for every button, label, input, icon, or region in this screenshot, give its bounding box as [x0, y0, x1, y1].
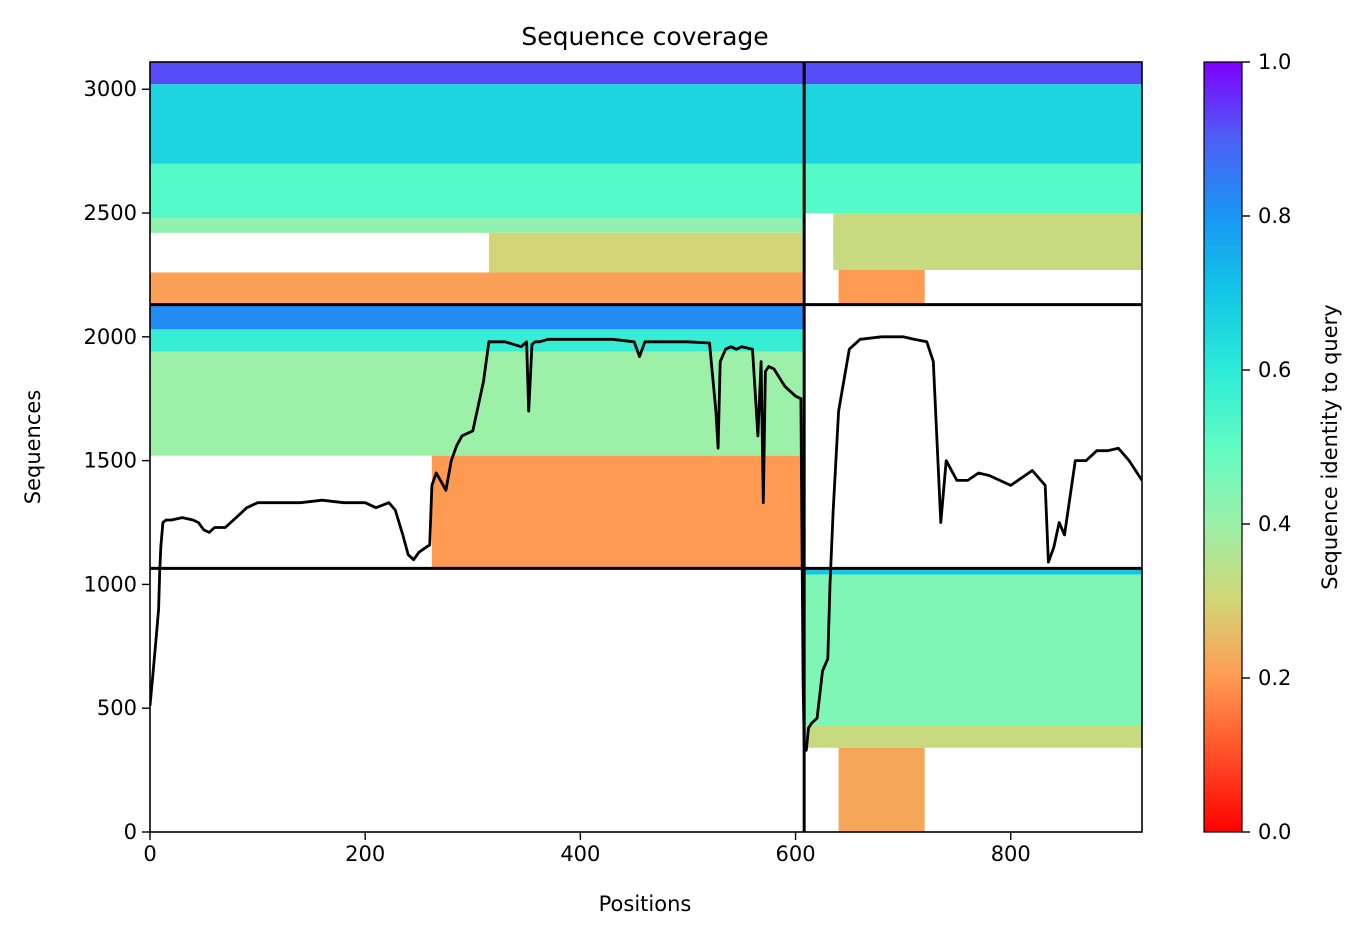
- coverage-band: [804, 62, 1142, 85]
- y-tick-label: 2500: [84, 201, 137, 225]
- coverage-band: [150, 351, 805, 456]
- coverage-band: [804, 163, 1142, 214]
- coverage-band: [488, 232, 805, 273]
- coverage-band: [150, 62, 805, 85]
- chart-title: Sequence coverage: [521, 22, 768, 51]
- coverage-band: [150, 217, 805, 233]
- coverage-band: [804, 84, 1142, 164]
- coverage-band: [150, 272, 805, 305]
- colorbar-gradient: [1203, 61, 1243, 833]
- coverage-band: [150, 84, 805, 164]
- x-tick-label: 200: [345, 842, 385, 866]
- x-tick-label: 800: [991, 842, 1031, 866]
- plot-frame: [149, 61, 1143, 833]
- x-tick-label: 400: [560, 842, 600, 866]
- coverage-band: [804, 568, 1142, 575]
- colorbar-ticks: 0.0 0.2 0.4 0.6 0.8 1.0: [1242, 50, 1291, 844]
- x-tick-label: 600: [776, 842, 816, 866]
- coverage-band: [150, 329, 805, 352]
- coverage-band: [150, 304, 805, 330]
- y-tick-label: 1500: [84, 449, 137, 473]
- y-tick-label: 0: [124, 820, 137, 844]
- colorbar-label: Sequence identity to query: [1318, 304, 1342, 589]
- y-tick-label: 2000: [84, 325, 137, 349]
- y-tick-label: 500: [97, 696, 137, 720]
- coverage-line-layer: [150, 335, 1142, 752]
- y-tick-label: 1000: [84, 572, 137, 596]
- coverage-band: [838, 269, 925, 305]
- coverage-band: [150, 163, 805, 218]
- y-axis: 0 500 1000 1500 2000 2500 3000: [84, 77, 150, 844]
- coverage-line: [150, 335, 1142, 752]
- x-tick-label: 0: [143, 842, 156, 866]
- colorbar-tick-label: 0.0: [1258, 820, 1291, 844]
- coverage-band: [833, 213, 1142, 270]
- coverage-band: [838, 747, 925, 832]
- x-axis-label: Positions: [599, 892, 692, 916]
- colorbar: 0.0 0.2 0.4 0.6 0.8 1.0 Sequence identity to …: [1203, 50, 1342, 844]
- x-axis: 0 200 400 600 800: [143, 832, 1031, 866]
- colorbar-tick-label: 0.6: [1258, 358, 1291, 382]
- colorbar-tick-label: 0.4: [1258, 512, 1291, 536]
- coverage-band: [804, 574, 1142, 726]
- colorbar-tick-label: 0.2: [1258, 666, 1291, 690]
- coverage-blocks: [150, 62, 1142, 832]
- colorbar-tick-label: 0.8: [1258, 204, 1291, 228]
- coverage-band: [431, 455, 805, 569]
- y-axis-label: Sequences: [21, 390, 45, 505]
- coverage-band: [804, 725, 1142, 748]
- y-tick-label: 3000: [84, 77, 137, 101]
- plot-area: [149, 61, 1143, 833]
- colorbar-tick-label: 1.0: [1258, 50, 1291, 74]
